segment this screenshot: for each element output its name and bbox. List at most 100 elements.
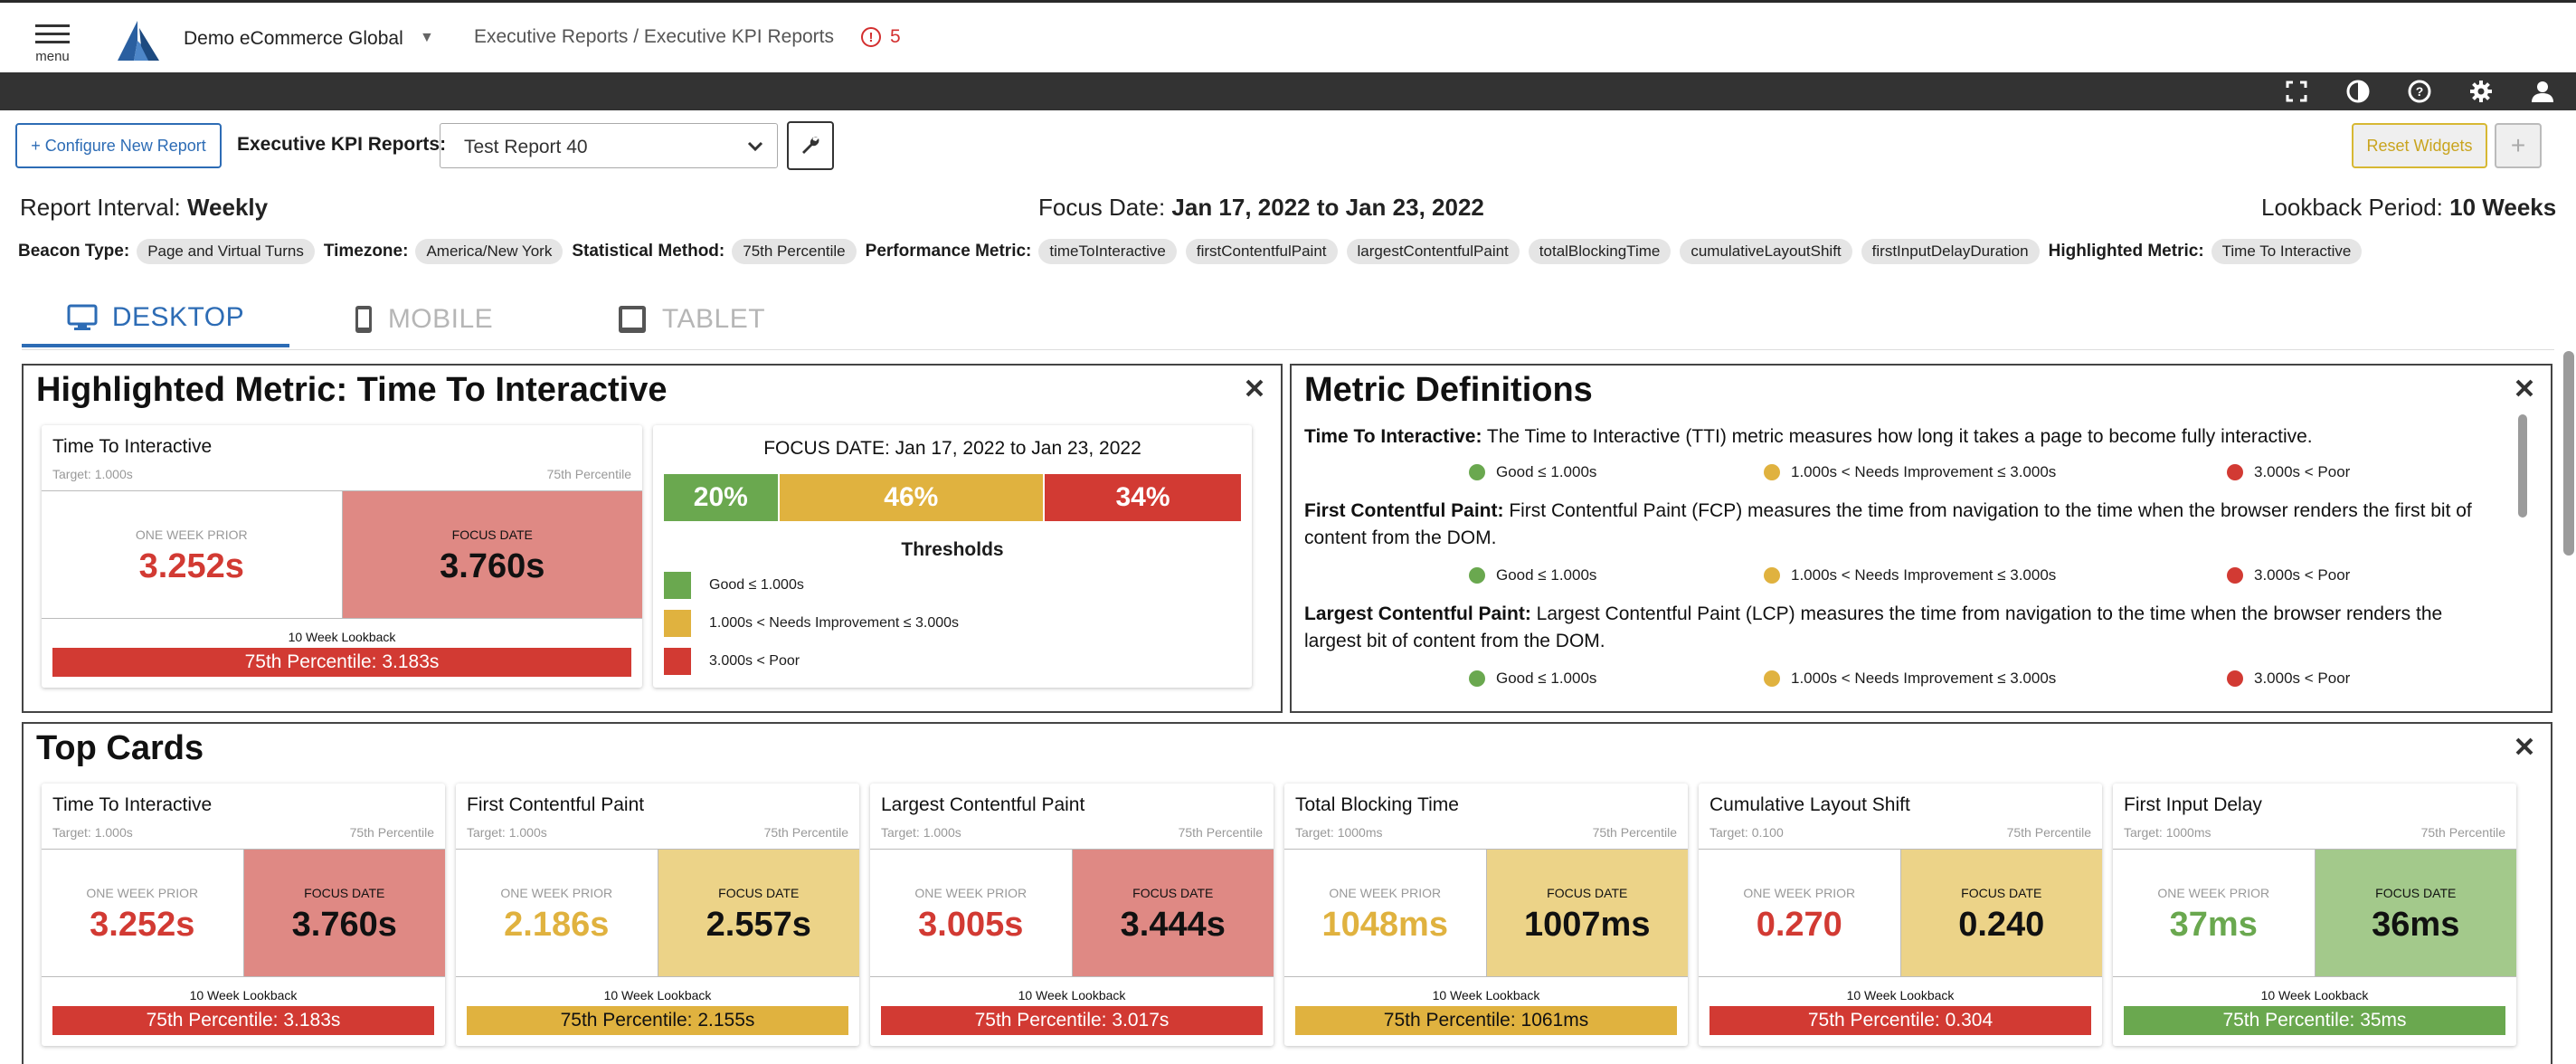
focus-value: 3.760s [291, 906, 397, 944]
card-percentile: 75th Percentile [546, 467, 631, 481]
mobile-phone-icon [355, 306, 372, 333]
brand-logo[interactable] [112, 19, 163, 64]
lookback-caption: 10 Week Lookback [288, 630, 396, 644]
configure-new-report-button[interactable]: + Configure New Report [15, 123, 222, 168]
edit-report-button[interactable] [787, 121, 834, 170]
close-panel-icon[interactable] [2511, 733, 2538, 760]
legend-good-label: Good ≤ 1.000s [1496, 463, 1597, 480]
card-title: Cumulative Layout Shift [1709, 794, 1910, 815]
user-account-icon[interactable] [2529, 78, 2556, 105]
prior-value: 0.270 [1756, 906, 1842, 944]
definition-name: First Contentful Paint: [1304, 500, 1504, 521]
definition-name: Time To Interactive: [1304, 426, 1482, 447]
utility-bar: ? [0, 72, 2576, 110]
statistical-method-label: Statistical Method: [572, 242, 725, 261]
tab-desktop[interactable]: DESKTOP [22, 291, 289, 347]
add-widget-button[interactable]: + [2495, 123, 2542, 168]
org-dropdown-icon[interactable]: ▼ [420, 30, 434, 45]
timezone-pill: America/New York [415, 239, 564, 264]
lookback-bar: 75th Percentile: 1061ms [1295, 1006, 1677, 1035]
legend-poor: 3.000s < Poor [2227, 566, 2350, 584]
focus-box: FOCUS DATE 3.760s [243, 850, 445, 976]
focus-box: FOCUS DATE 2.557s [658, 850, 859, 976]
lookback-label: Lookback Period: [2261, 194, 2443, 221]
good-dot [1469, 567, 1485, 584]
metric-card[interactable]: First Input Delay Target: 1000ms 75th Perc… [2113, 784, 2516, 1046]
metric-card[interactable]: Time To Interactive Target: 1.000s 75th Pe… [42, 784, 445, 1046]
poor-dot [2227, 464, 2243, 480]
good-dot [1469, 670, 1485, 687]
focus-value: 2.557s [706, 906, 811, 944]
report-interval: Report Interval: Weekly [20, 194, 268, 222]
report-interval-value: Weekly [186, 194, 269, 221]
focus-label: FOCUS DATE [451, 527, 533, 542]
close-panel-icon[interactable] [1241, 375, 1268, 402]
report-meta: Beacon Type: Page and Virtual Turns Time… [18, 239, 2371, 264]
help-icon[interactable]: ? [2406, 78, 2433, 105]
card-title: Total Blocking Time [1295, 794, 1459, 815]
lookback-value: 10 Weeks [2449, 194, 2557, 221]
metric-definitions-panel: Metric Definitions Time To Interactive: … [1290, 364, 2552, 713]
highlighted-metric-card[interactable]: Time To Interactive Target: 1.000s 75th … [42, 425, 642, 688]
prior-box: ONE WEEK PRIOR 0.270 [1699, 850, 1901, 976]
statistical-method-pill: 75th Percentile [732, 239, 857, 264]
metric-card[interactable]: Cumulative Layout Shift Target: 0.100 75th… [1699, 784, 2102, 1046]
focus-value: 3.444s [1120, 906, 1226, 944]
menu-button[interactable]: menu [33, 19, 72, 70]
threshold-good-label: Good ≤ 1.000s [709, 577, 804, 593]
lookback-bar: 75th Percentile: 2.155s [467, 1006, 848, 1035]
metric-card[interactable]: Total Blocking Time Target: 1000ms 75th Pe… [1284, 784, 1688, 1046]
metric-card[interactable]: Largest Contentful Paint Target: 1.000s 75… [870, 784, 1274, 1046]
prior-value: 1048ms [1321, 906, 1448, 944]
focus-box: FOCUS DATE 0.240 [1900, 850, 2102, 976]
fullscreen-icon[interactable] [2283, 78, 2310, 105]
card-percentile: 75th Percentile [2420, 825, 2505, 840]
report-select[interactable]: Test Report 40 [440, 123, 778, 168]
distribution-bar: 20% 46% 34% [664, 474, 1241, 521]
lookback-bar: 75th Percentile: 3.017s [881, 1006, 1263, 1035]
card-comparison: ONE WEEK PRIOR 3.252s FOCUS DATE 3.760s [42, 490, 642, 619]
page-scrollbar[interactable] [2563, 351, 2574, 556]
legend-warn-label: 1.000s < Needs Improvement ≤ 3.000s [1791, 463, 2057, 480]
timezone-label: Timezone: [323, 242, 409, 261]
card-title: Largest Contentful Paint [881, 794, 1085, 815]
performance-metric-pill: firstInputDelayDuration [1861, 239, 2040, 264]
prior-label: ONE WEEK PRIOR [1743, 886, 1856, 900]
card-target: Target: 0.100 [1709, 825, 1784, 840]
warn-swatch [664, 610, 691, 637]
legend-warn: 1.000s < Needs Improvement ≤ 3.000s [1764, 670, 2056, 688]
warn-dot [1764, 670, 1780, 687]
threshold-poor: 3.000s < Poor [664, 648, 800, 675]
focus-distribution-card: FOCUS DATE: Jan 17, 2022 to Jan 23, 2022… [653, 425, 1252, 688]
contrast-icon[interactable] [2344, 78, 2372, 105]
tab-tablet[interactable]: TABLET [557, 291, 825, 347]
focus-value: 1007ms [1524, 906, 1651, 944]
tab-divider [22, 349, 2554, 350]
reset-widgets-button[interactable]: Reset Widgets [2352, 123, 2487, 168]
org-name[interactable]: Demo eCommerce Global [184, 28, 403, 49]
wrench-icon [802, 137, 819, 154]
svg-text:?: ? [2416, 84, 2424, 99]
desktop-icon [67, 304, 98, 330]
tab-mobile[interactable]: MOBILE [289, 291, 557, 347]
lookback-bar: 75th Percentile: 3.183s [52, 648, 631, 677]
prior-box: ONE WEEK PRIOR 3.005s [870, 850, 1073, 976]
lookback-caption: 10 Week Lookback [603, 988, 712, 1002]
warn-dot [1764, 464, 1780, 480]
threshold-poor-label: 3.000s < Poor [709, 653, 800, 669]
distribution-title: FOCUS DATE: Jan 17, 2022 to Jan 23, 2022 [763, 438, 1141, 459]
prior-value: 37ms [2169, 906, 2258, 944]
top-header: menu Demo eCommerce Global ▼ Executive R… [0, 0, 2576, 72]
menu-label: menu [35, 49, 70, 64]
prior-label: ONE WEEK PRIOR [135, 527, 248, 542]
metric-card[interactable]: First Contentful Paint Target: 1.000s 75th… [456, 784, 859, 1046]
definitions-scrollbar[interactable] [2518, 414, 2527, 518]
focus-label: FOCUS DATE [304, 886, 385, 900]
card-target: Target: 1.000s [52, 467, 133, 481]
close-panel-icon[interactable] [2511, 375, 2538, 402]
settings-gear-icon[interactable] [2467, 78, 2495, 105]
alert-indicator[interactable]: ! 5 [861, 26, 901, 48]
device-tabs: DESKTOP MOBILE TABLET [22, 291, 825, 351]
performance-metric-pill: firstContentfulPaint [1185, 239, 1338, 264]
segment-needs-improvement: 46% [779, 474, 1046, 521]
